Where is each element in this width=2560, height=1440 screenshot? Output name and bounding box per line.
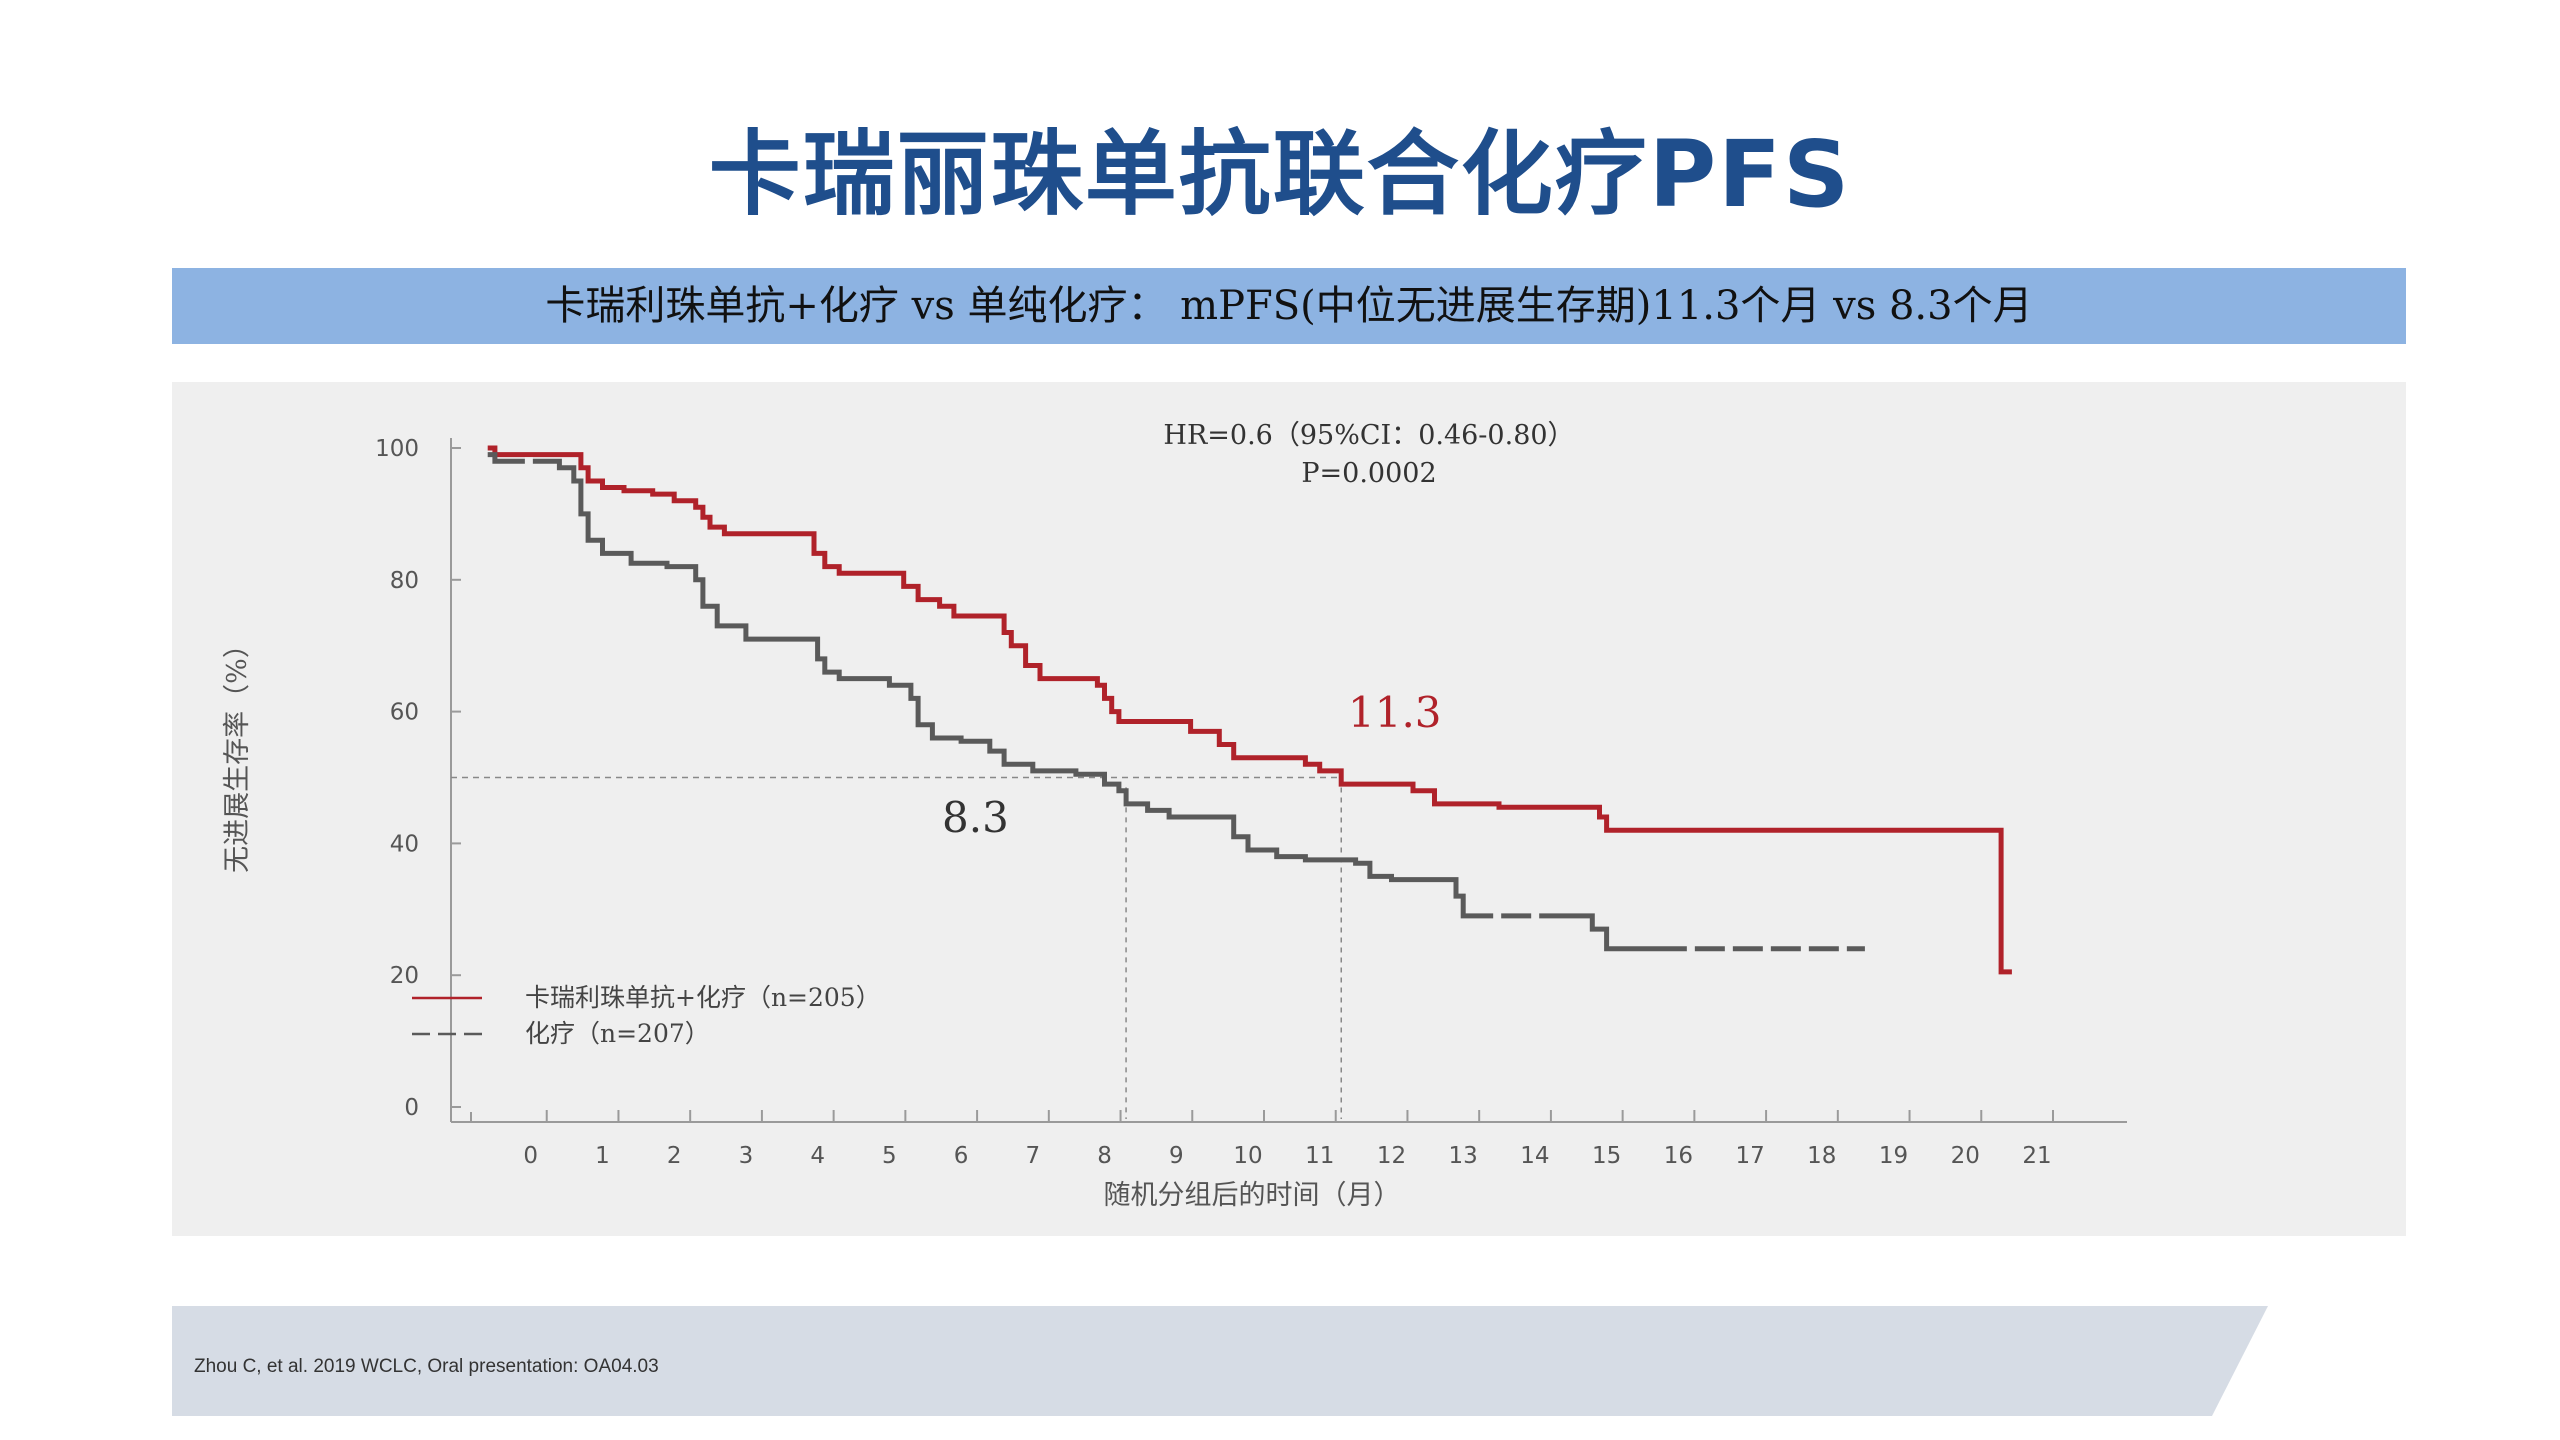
x-tick-label: 17 (1735, 1143, 1764, 1169)
legend-label-chemo: 化疗（n=207） (525, 1019, 710, 1048)
median-label-camrelizumab: 11.3 (1348, 688, 1442, 737)
x-tick-label: 3 (739, 1143, 754, 1169)
x-tick-label: 18 (1807, 1143, 1836, 1169)
footer-band-shape (172, 1306, 2268, 1416)
x-tick-label: 4 (810, 1143, 825, 1169)
y-tick-label: 80 (390, 568, 419, 594)
p-value-annotation: P=0.0002 (1301, 458, 1436, 489)
x-tick-label: 15 (1592, 1143, 1621, 1169)
x-tick-label: 2 (667, 1143, 682, 1169)
legend-label-camrelizumab: 卡瑞利珠单抗+化疗（n=205） (525, 983, 881, 1012)
footer-band (172, 1306, 2268, 1416)
series-line-camrelizumab (487, 445, 2012, 975)
dash-gap (1724, 944, 1733, 953)
x-tick-label: 16 (1664, 1143, 1693, 1169)
dash-gap (1762, 944, 1771, 953)
x-tick-label: 6 (954, 1143, 969, 1169)
x-tick-label: 21 (2022, 1143, 2051, 1169)
x-tick-label: 10 (1233, 1143, 1262, 1169)
series-line-chemo (487, 452, 1865, 952)
x-tick-label: 7 (1025, 1143, 1040, 1169)
y-tick-label: 0 (404, 1095, 419, 1121)
x-tick-label: 14 (1520, 1143, 1549, 1169)
summary-banner-text: 卡瑞利珠单抗+化疗 vs 单纯化疗： mPFS(中位无进展生存期)11.3个月 … (545, 283, 2033, 329)
dash-gap (1686, 944, 1695, 953)
dash-gap (1838, 944, 1847, 953)
x-axis-title: 随机分组后的时间（月） (1104, 1180, 1401, 1211)
median-label-chemo: 8.3 (942, 793, 1009, 842)
x-tick-label: 8 (1097, 1143, 1112, 1169)
chart-panel: 0 20 40 60 80 100 0 1 2 3 4 5 6 7 8 9 10 11 12 13 14 15 16 17 18… (172, 382, 2406, 1236)
x-tick-label: 0 (523, 1143, 538, 1169)
x-tick-label: 12 (1377, 1143, 1406, 1169)
slide-title: 卡瑞丽珠单抗联合化疗PFS (708, 121, 1852, 228)
dash-gap (1493, 911, 1502, 920)
y-axis-title: 无进展生存率（%） (222, 631, 253, 873)
summary-banner: 卡瑞利珠单抗+化疗 vs 单纯化疗： mPFS(中位无进展生存期)11.3个月 … (172, 268, 2406, 344)
x-tick-label: 19 (1879, 1143, 1908, 1169)
dash-gap (1531, 911, 1540, 920)
citation: Zhou C, et al. 2019 WCLC, Oral presentat… (194, 1356, 659, 1377)
y-tick-label: 60 (390, 700, 419, 726)
dash-gap (524, 457, 533, 466)
dash-gap (1800, 944, 1809, 953)
x-tick-label: 11 (1305, 1143, 1334, 1169)
y-tick-label: 100 (375, 436, 419, 462)
y-tick-label: 40 (390, 831, 419, 857)
y-tick-label: 20 (390, 963, 419, 989)
hr-annotation: HR=0.6（95%CI：0.46-0.80） (1163, 420, 1574, 451)
x-tick-label: 1 (595, 1143, 610, 1169)
x-tick-label: 13 (1449, 1143, 1478, 1169)
x-tick-label: 9 (1169, 1143, 1184, 1169)
x-tick-label: 5 (882, 1143, 897, 1169)
x-tick-label: 20 (1951, 1143, 1980, 1169)
